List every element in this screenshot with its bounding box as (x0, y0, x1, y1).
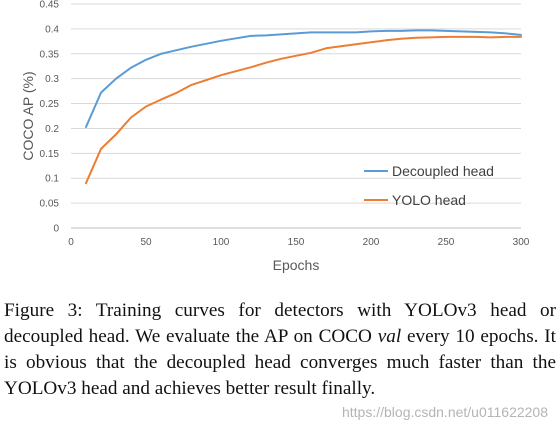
y-tick-label: 0.1 (45, 174, 59, 185)
legend-label: Decoupled head (392, 163, 494, 179)
chart: 0 0.05 0.1 0.15 0.2 0.25 0.3 0.35 0.4 0.45 0 50 100 1… (0, 0, 560, 290)
y-tick-label: 0.15 (40, 149, 60, 160)
x-axis-title: Epochs (273, 257, 320, 273)
x-tick-label: 250 (438, 237, 455, 248)
x-tick-label: 0 (68, 237, 74, 248)
x-tick-label: 200 (363, 237, 380, 248)
y-tick-label: 0.2 (45, 124, 59, 135)
x-tick-label: 100 (213, 237, 230, 248)
y-tick-label: 0.3 (45, 74, 59, 85)
figure-caption: Figure 3: Training curves for detectors … (4, 298, 556, 402)
caption-text-italic: val (378, 326, 401, 347)
y-tick-label: 0.4 (45, 24, 59, 35)
y-tick-label: 0.25 (40, 99, 60, 110)
x-tick-label: 150 (288, 237, 305, 248)
legend-item: Decoupled head (364, 163, 494, 179)
y-tick-label: 0.35 (40, 49, 60, 60)
watermark-text: https://blog.csdn.net/u011622208 (342, 404, 548, 420)
series-line-yolo-head (86, 37, 521, 183)
x-tick-label: 50 (140, 237, 152, 248)
y-tick-label: 0.45 (40, 0, 60, 11)
legend-item: YOLO head (364, 192, 466, 208)
y-axis-title: COCO AP (%) (20, 71, 36, 160)
y-tick-label: 0 (53, 224, 59, 235)
x-tick-label: 300 (513, 237, 530, 248)
y-tick-label: 0.05 (40, 199, 60, 210)
line-chart: 0 0.05 0.1 0.15 0.2 0.25 0.3 0.35 0.4 0.45 0 50 100 1… (0, 0, 560, 290)
legend-label: YOLO head (392, 192, 466, 208)
